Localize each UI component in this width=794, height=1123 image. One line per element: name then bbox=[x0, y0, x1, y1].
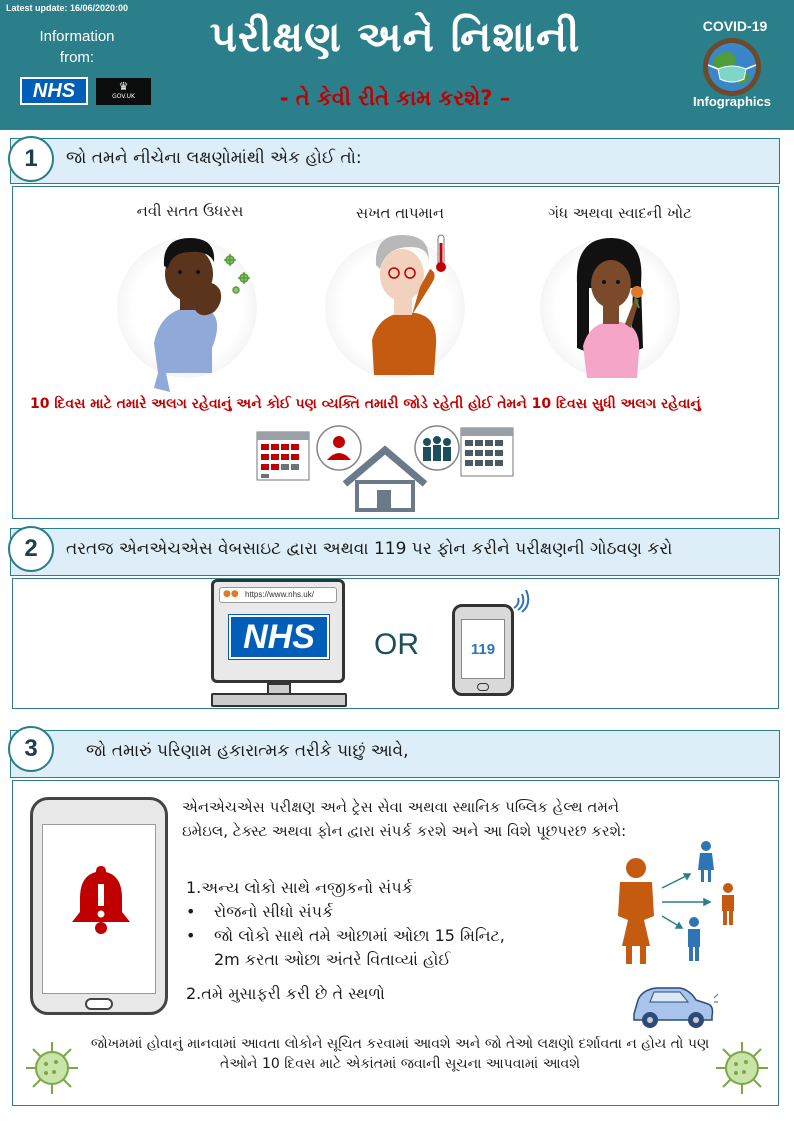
smelling-person-icon bbox=[576, 238, 643, 378]
nhs-url: https://www.nhs.uk/ bbox=[245, 590, 314, 599]
contact-tracing-intro: એનએચએસ પરીક્ષણ અને ટ્રેસ સેવા અથવા સ્થાન… bbox=[182, 798, 627, 840]
bullet-proximity-line2: 2m કરતા ઓછા અંતરે વિતાવ્યાં હોઈ bbox=[214, 950, 451, 969]
symptom-cough-label: નવી સતત ઉધરસ bbox=[136, 202, 244, 220]
page-subtitle: - તે કેવી રીતે કામ કરશે? – bbox=[279, 86, 511, 110]
alarm-bell-icon bbox=[72, 866, 130, 934]
section1-bar bbox=[10, 138, 780, 184]
nhs-logo: NHS bbox=[20, 77, 88, 105]
calendar-icon-left bbox=[256, 431, 310, 481]
globe-mask-icon bbox=[703, 38, 761, 96]
contact-network-icon bbox=[618, 841, 734, 964]
section2-heading: તરતજ એનએચએસ વેબસાઇટ દ્વારા અથવા 119 પર ફ… bbox=[66, 539, 673, 559]
gov-uk-logo: ♛ GOV.UK bbox=[96, 78, 151, 105]
coughing-person-icon bbox=[154, 238, 250, 392]
question-close-contact: 1.અન્ય લોકો સાથે નજીકનો સંપર્ક bbox=[186, 878, 413, 897]
symptom-temperature-label: સખત તાપમાન bbox=[356, 204, 444, 222]
virus-icon bbox=[26, 1042, 78, 1094]
calendar-icon-right bbox=[460, 427, 514, 477]
bullet-direct-contact-text: રોજનો સીધો સંપર્ક bbox=[214, 902, 334, 921]
bullet-proximity: • જો લોકો સાથે તમે ઓછામાં ઓછા 15 મિનિટ, bbox=[186, 924, 616, 948]
section1-number: 1 bbox=[8, 136, 54, 182]
header-banner: Latest update: 16/06/2020:00 Information… bbox=[0, 0, 794, 130]
bullet-direct-contact: • રોજનો સીધો સંપર્ક bbox=[186, 900, 616, 924]
infographics-label: Infographics bbox=[692, 94, 771, 109]
symptom-smell-label: ગંધ અથવા સ્વાદની ખોટ bbox=[548, 204, 692, 222]
section2-number: 2 bbox=[8, 526, 54, 572]
computer-icon: ●● https://www.nhs.uk/ NHS bbox=[211, 579, 347, 709]
car-icon bbox=[633, 987, 718, 1028]
bullet-dot: • bbox=[186, 926, 196, 945]
nhs-logo-text: NHS bbox=[22, 79, 86, 103]
crown-icon: ♛ bbox=[118, 80, 129, 93]
bullet-dot: • bbox=[186, 902, 196, 921]
section3-number: 3 bbox=[8, 726, 54, 772]
contact-questions-list: 1.અન્ય લોકો સાથે નજીકનો સંપર્ક • રોજનો સી… bbox=[186, 876, 616, 1006]
gov-logo-text: GOV.UK bbox=[112, 93, 135, 100]
section1-heading: જો તમને નીચેના લક્ષણોમાંથી એક હોઈ તો: bbox=[66, 148, 362, 168]
nhs-website-logo: NHS bbox=[228, 614, 330, 660]
section2-panel bbox=[12, 578, 779, 709]
browser-dots-icon: ●● bbox=[223, 589, 239, 599]
signal-icon bbox=[513, 590, 530, 613]
covid-label: COVID-19 bbox=[702, 18, 768, 34]
section2-bar bbox=[10, 528, 780, 576]
question-places-visited: 2.તમે મુસાફરી કરી છે તે સ્થળો bbox=[186, 984, 385, 1003]
phone-icon: 119 bbox=[452, 604, 514, 696]
household-isolation-icon bbox=[256, 425, 514, 512]
section3-bar bbox=[10, 730, 780, 778]
phone-number: 119 bbox=[470, 641, 496, 658]
info-from-label: Information from: bbox=[39, 28, 115, 66]
fevered-person-icon bbox=[372, 234, 446, 375]
latest-update: Latest update: 16/06/2020:00 bbox=[6, 3, 129, 13]
virus-icon bbox=[716, 1042, 768, 1094]
or-label: OR bbox=[374, 628, 419, 661]
page-title: પરીક્ષણ અને નિશાની bbox=[209, 12, 581, 61]
bullet-proximity-line1: જો લોકો સાથે તમે ઓછામાં ઓછા 15 મિનિટ, bbox=[214, 926, 505, 945]
section3-heading: જો તમારું પરિણામ હકારાત્મક તરીકે પાછું આ… bbox=[86, 741, 409, 761]
at-risk-notification-text: જોખમમાં હોવાનું માનવામાં આવતા લોકોને સૂચ… bbox=[90, 1036, 710, 1072]
isolate-instruction: 10 દિવસ માટે તમારે અલગ રહેવાનું અને કોઈ … bbox=[30, 396, 701, 412]
